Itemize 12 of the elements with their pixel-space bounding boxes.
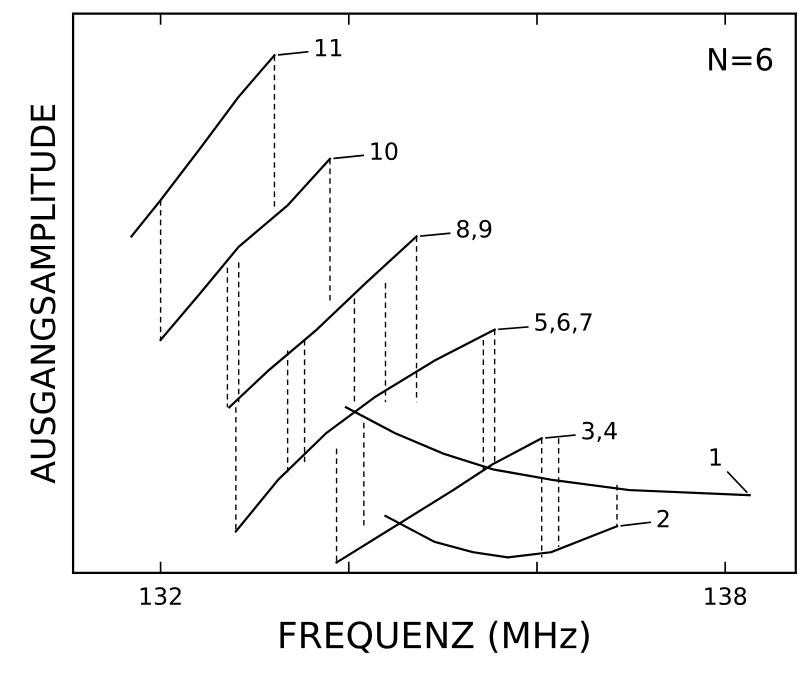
legend-label: 10 xyxy=(371,142,398,160)
y-axis-title: AUSGANGSAMPLITUDE xyxy=(30,104,56,484)
legend-label: 11 xyxy=(316,39,342,56)
x-tick-label: 132 xyxy=(140,587,181,606)
x-tick-label: 138 xyxy=(705,587,746,606)
x-axis-title: FREQUENZ (MHz) xyxy=(280,620,589,653)
legend-label: 2 xyxy=(658,510,669,528)
legend-label: 3,4 xyxy=(582,422,617,442)
annotation: N=6 xyxy=(709,48,772,71)
legend-label: 8,9 xyxy=(457,220,492,240)
series-label: 1 xyxy=(710,448,721,466)
legend-label: 5,6,7 xyxy=(535,313,592,334)
